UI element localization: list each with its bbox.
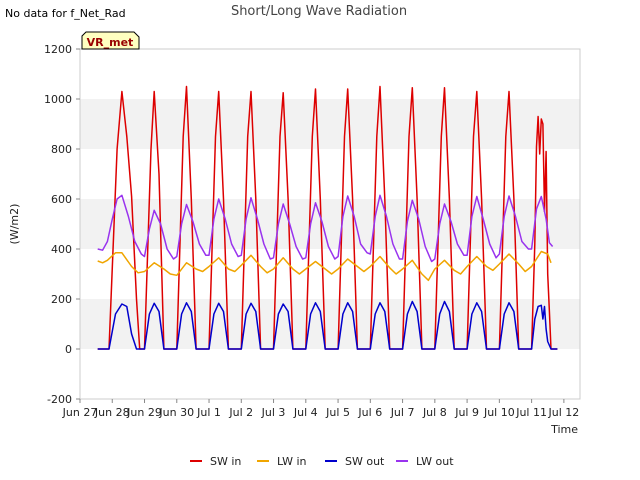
legend-label: SW out xyxy=(345,455,385,468)
y-tick-label: 1000 xyxy=(44,93,72,106)
x-tick-label: Jul 10 xyxy=(483,406,515,419)
legend-label: SW in xyxy=(210,455,241,468)
x-tick-label: Jun 28 xyxy=(94,406,130,419)
series-line-sw-out xyxy=(97,300,558,350)
x-tick-label: Jun 27 xyxy=(62,406,98,419)
plot-frame xyxy=(79,48,581,400)
y-tick-label: 600 xyxy=(51,193,72,206)
x-tick-label: Jul 12 xyxy=(547,406,579,419)
x-tick-label: Jul 4 xyxy=(293,406,318,419)
x-tick-label: Jul 3 xyxy=(261,406,286,419)
y-tick-label: -200 xyxy=(47,393,72,406)
legend-label: LW in xyxy=(277,455,307,468)
x-tick-label: Jun 30 xyxy=(158,406,194,419)
x-tick-label: Jul 9 xyxy=(454,406,479,419)
y-tick-label: 800 xyxy=(51,143,72,156)
y-tick-label: 1200 xyxy=(44,43,72,56)
y-tick-label: 400 xyxy=(51,243,72,256)
series-lines xyxy=(97,85,558,350)
x-tick-label: Jul 11 xyxy=(515,406,547,419)
x-tick-label: Jul 8 xyxy=(422,406,447,419)
series-line-lw-in xyxy=(97,250,552,282)
grid-band xyxy=(80,299,580,349)
site-badge-label: VR_met xyxy=(87,36,134,49)
x-tick-label: Jul 1 xyxy=(196,406,221,419)
y-tick-label: 200 xyxy=(51,293,72,306)
legend-label: LW out xyxy=(416,455,454,468)
site-badge: VR_met xyxy=(81,31,140,50)
series-line-sw-in xyxy=(97,85,558,350)
y-tick-label: 0 xyxy=(65,343,72,356)
grid-band xyxy=(80,199,580,249)
no-data-note: No data for f_Net_Rad xyxy=(5,7,126,20)
y-axis-label: (W/m2) xyxy=(8,204,21,245)
x-tick-label: Jun 29 xyxy=(126,406,162,419)
series-line-lw-out xyxy=(97,194,554,263)
x-tick-label: Jul 7 xyxy=(390,406,415,419)
x-tick-label: Jul 5 xyxy=(325,406,350,419)
y-axis: -200 0 200 400 600 800 1000 1200 xyxy=(44,43,80,406)
legend: SW in LW in SW out LW out xyxy=(190,455,454,468)
x-axis-label: Time xyxy=(550,423,578,436)
x-tick-label: Jul 6 xyxy=(357,406,382,419)
grid-band xyxy=(80,99,580,149)
x-tick-label: Jul 2 xyxy=(228,406,253,419)
chart-title: Short/Long Wave Radiation xyxy=(231,4,407,19)
